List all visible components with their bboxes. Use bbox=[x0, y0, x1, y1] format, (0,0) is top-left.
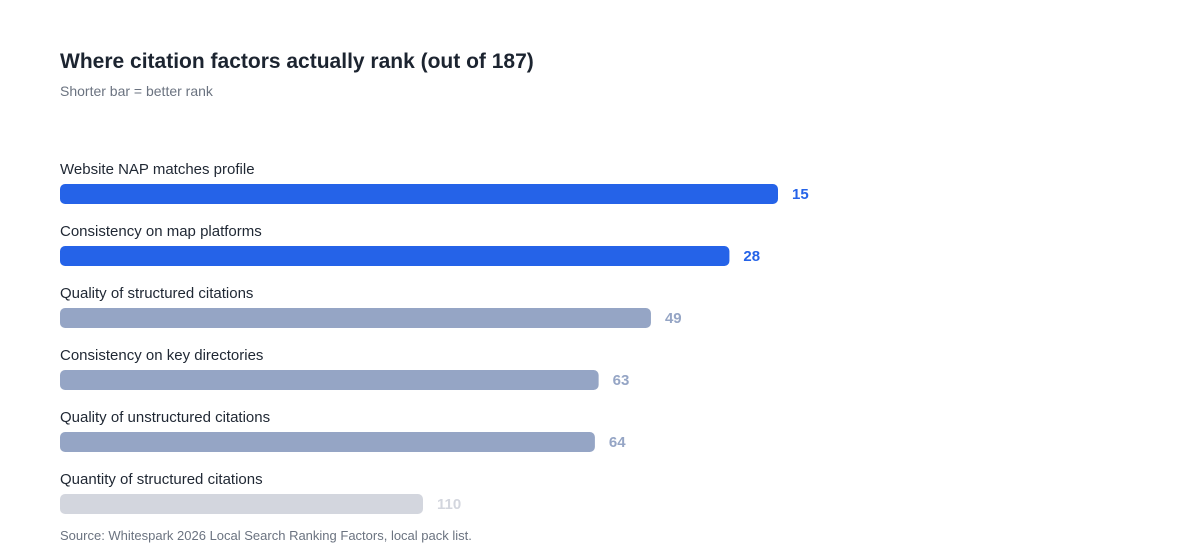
chart-subtitle: Shorter bar = better rank bbox=[60, 83, 213, 99]
bar bbox=[60, 494, 423, 514]
bar bbox=[60, 308, 651, 328]
source-note: Source: Whitespark 2026 Local Search Ran… bbox=[60, 528, 472, 543]
bar-category-label: Quantity of structured citations bbox=[60, 471, 263, 488]
bar bbox=[60, 370, 599, 390]
bar-category-label: Quality of structured citations bbox=[60, 285, 253, 302]
bar-category-label: Consistency on map platforms bbox=[60, 223, 262, 240]
bar-value-label: 110 bbox=[437, 496, 461, 513]
bar bbox=[60, 432, 595, 452]
bar-value-label: 15 bbox=[792, 186, 809, 203]
bar-category-label: Consistency on key directories bbox=[60, 347, 263, 364]
bar-value-label: 49 bbox=[665, 310, 682, 327]
bar bbox=[60, 184, 778, 204]
chart-title: Where citation factors actually rank (ou… bbox=[60, 50, 534, 73]
bar-value-label: 28 bbox=[743, 248, 760, 265]
bar-category-label: Website NAP matches profile bbox=[60, 161, 255, 178]
bar bbox=[60, 246, 730, 266]
bar-value-label: 64 bbox=[609, 434, 626, 451]
bar-value-label: 63 bbox=[613, 372, 630, 389]
bar-category-label: Quality of unstructured citations bbox=[60, 409, 270, 426]
